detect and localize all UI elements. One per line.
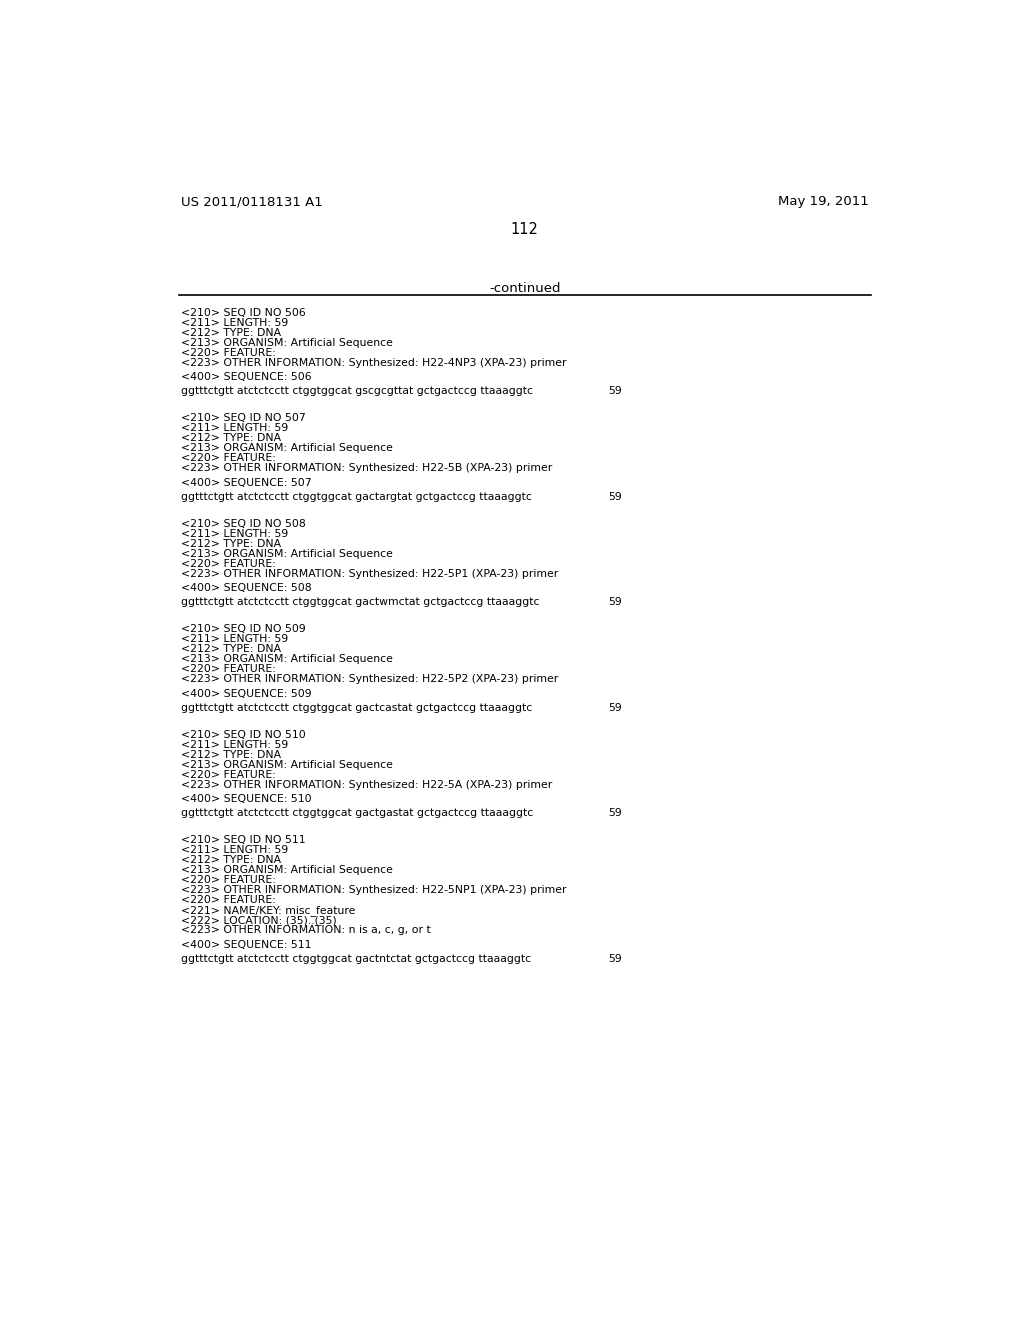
Text: <220> FEATURE:: <220> FEATURE:: [180, 895, 275, 906]
Text: <210> SEQ ID NO 507: <210> SEQ ID NO 507: [180, 413, 305, 424]
Text: <211> LENGTH: 59: <211> LENGTH: 59: [180, 424, 288, 433]
Text: ggtttctgtt atctctcctt ctggtggcat gactargtat gctgactccg ttaaaggtc: ggtttctgtt atctctcctt ctggtggcat gactarg…: [180, 492, 531, 502]
Text: -continued: -continued: [489, 281, 560, 294]
Text: <223> OTHER INFORMATION: Synthesized: H22-5P2 (XPA-23) primer: <223> OTHER INFORMATION: Synthesized: H2…: [180, 675, 558, 684]
Text: 112: 112: [511, 222, 539, 238]
Text: <220> FEATURE:: <220> FEATURE:: [180, 664, 275, 675]
Text: <213> ORGANISM: Artificial Sequence: <213> ORGANISM: Artificial Sequence: [180, 549, 392, 558]
Text: <210> SEQ ID NO 506: <210> SEQ ID NO 506: [180, 308, 305, 318]
Text: <223> OTHER INFORMATION: Synthesized: H22-4NP3 (XPA-23) primer: <223> OTHER INFORMATION: Synthesized: H2…: [180, 358, 566, 368]
Text: <223> OTHER INFORMATION: Synthesized: H22-5B (XPA-23) primer: <223> OTHER INFORMATION: Synthesized: H2…: [180, 463, 552, 474]
Text: <223> OTHER INFORMATION: n is a, c, g, or t: <223> OTHER INFORMATION: n is a, c, g, o…: [180, 925, 430, 936]
Text: <222> LOCATION: (35)..(35): <222> LOCATION: (35)..(35): [180, 915, 337, 925]
Text: <211> LENGTH: 59: <211> LENGTH: 59: [180, 318, 288, 327]
Text: 59: 59: [608, 954, 623, 964]
Text: <210> SEQ ID NO 509: <210> SEQ ID NO 509: [180, 624, 305, 634]
Text: <211> LENGTH: 59: <211> LENGTH: 59: [180, 635, 288, 644]
Text: <400> SEQUENCE: 508: <400> SEQUENCE: 508: [180, 583, 311, 594]
Text: US 2011/0118131 A1: US 2011/0118131 A1: [180, 195, 323, 209]
Text: <220> FEATURE:: <220> FEATURE:: [180, 348, 275, 358]
Text: <211> LENGTH: 59: <211> LENGTH: 59: [180, 739, 288, 750]
Text: <212> TYPE: DNA: <212> TYPE: DNA: [180, 433, 281, 444]
Text: <220> FEATURE:: <220> FEATURE:: [180, 875, 275, 886]
Text: <220> FEATURE:: <220> FEATURE:: [180, 453, 275, 463]
Text: <213> ORGANISM: Artificial Sequence: <213> ORGANISM: Artificial Sequence: [180, 338, 392, 347]
Text: <223> OTHER INFORMATION: Synthesized: H22-5A (XPA-23) primer: <223> OTHER INFORMATION: Synthesized: H2…: [180, 780, 552, 789]
Text: <400> SEQUENCE: 506: <400> SEQUENCE: 506: [180, 372, 311, 383]
Text: <220> FEATURE:: <220> FEATURE:: [180, 770, 275, 780]
Text: 59: 59: [608, 597, 623, 607]
Text: <211> LENGTH: 59: <211> LENGTH: 59: [180, 529, 288, 539]
Text: <400> SEQUENCE: 510: <400> SEQUENCE: 510: [180, 795, 311, 804]
Text: 59: 59: [608, 702, 623, 713]
Text: <213> ORGANISM: Artificial Sequence: <213> ORGANISM: Artificial Sequence: [180, 655, 392, 664]
Text: <223> OTHER INFORMATION: Synthesized: H22-5P1 (XPA-23) primer: <223> OTHER INFORMATION: Synthesized: H2…: [180, 569, 558, 578]
Text: <212> TYPE: DNA: <212> TYPE: DNA: [180, 855, 281, 865]
Text: 59: 59: [608, 492, 623, 502]
Text: ggtttctgtt atctctcctt ctggtggcat gactntctat gctgactccg ttaaaggtc: ggtttctgtt atctctcctt ctggtggcat gactntc…: [180, 954, 530, 964]
Text: <210> SEQ ID NO 510: <210> SEQ ID NO 510: [180, 730, 305, 739]
Text: 59: 59: [608, 808, 623, 818]
Text: <210> SEQ ID NO 508: <210> SEQ ID NO 508: [180, 519, 305, 529]
Text: <212> TYPE: DNA: <212> TYPE: DNA: [180, 539, 281, 549]
Text: <400> SEQUENCE: 511: <400> SEQUENCE: 511: [180, 940, 311, 950]
Text: <223> OTHER INFORMATION: Synthesized: H22-5NP1 (XPA-23) primer: <223> OTHER INFORMATION: Synthesized: H2…: [180, 886, 566, 895]
Text: <212> TYPE: DNA: <212> TYPE: DNA: [180, 327, 281, 338]
Text: May 19, 2011: May 19, 2011: [778, 195, 869, 209]
Text: <400> SEQUENCE: 509: <400> SEQUENCE: 509: [180, 689, 311, 698]
Text: 59: 59: [608, 387, 623, 396]
Text: <212> TYPE: DNA: <212> TYPE: DNA: [180, 750, 281, 760]
Text: <221> NAME/KEY: misc_feature: <221> NAME/KEY: misc_feature: [180, 906, 355, 916]
Text: <220> FEATURE:: <220> FEATURE:: [180, 558, 275, 569]
Text: ggtttctgtt atctctcctt ctggtggcat gactwmctat gctgactccg ttaaaggtc: ggtttctgtt atctctcctt ctggtggcat gactwmc…: [180, 597, 540, 607]
Text: <212> TYPE: DNA: <212> TYPE: DNA: [180, 644, 281, 655]
Text: ggtttctgtt atctctcctt ctggtggcat gactgastat gctgactccg ttaaaggtc: ggtttctgtt atctctcctt ctggtggcat gactgas…: [180, 808, 532, 818]
Text: <400> SEQUENCE: 507: <400> SEQUENCE: 507: [180, 478, 311, 488]
Text: <213> ORGANISM: Artificial Sequence: <213> ORGANISM: Artificial Sequence: [180, 760, 392, 770]
Text: ggtttctgtt atctctcctt ctggtggcat gscgcgttat gctgactccg ttaaaggtc: ggtttctgtt atctctcctt ctggtggcat gscgcgt…: [180, 387, 532, 396]
Text: <213> ORGANISM: Artificial Sequence: <213> ORGANISM: Artificial Sequence: [180, 866, 392, 875]
Text: <210> SEQ ID NO 511: <210> SEQ ID NO 511: [180, 836, 305, 845]
Text: <211> LENGTH: 59: <211> LENGTH: 59: [180, 845, 288, 855]
Text: ggtttctgtt atctctcctt ctggtggcat gactcastat gctgactccg ttaaaggtc: ggtttctgtt atctctcctt ctggtggcat gactcas…: [180, 702, 531, 713]
Text: <213> ORGANISM: Artificial Sequence: <213> ORGANISM: Artificial Sequence: [180, 444, 392, 453]
